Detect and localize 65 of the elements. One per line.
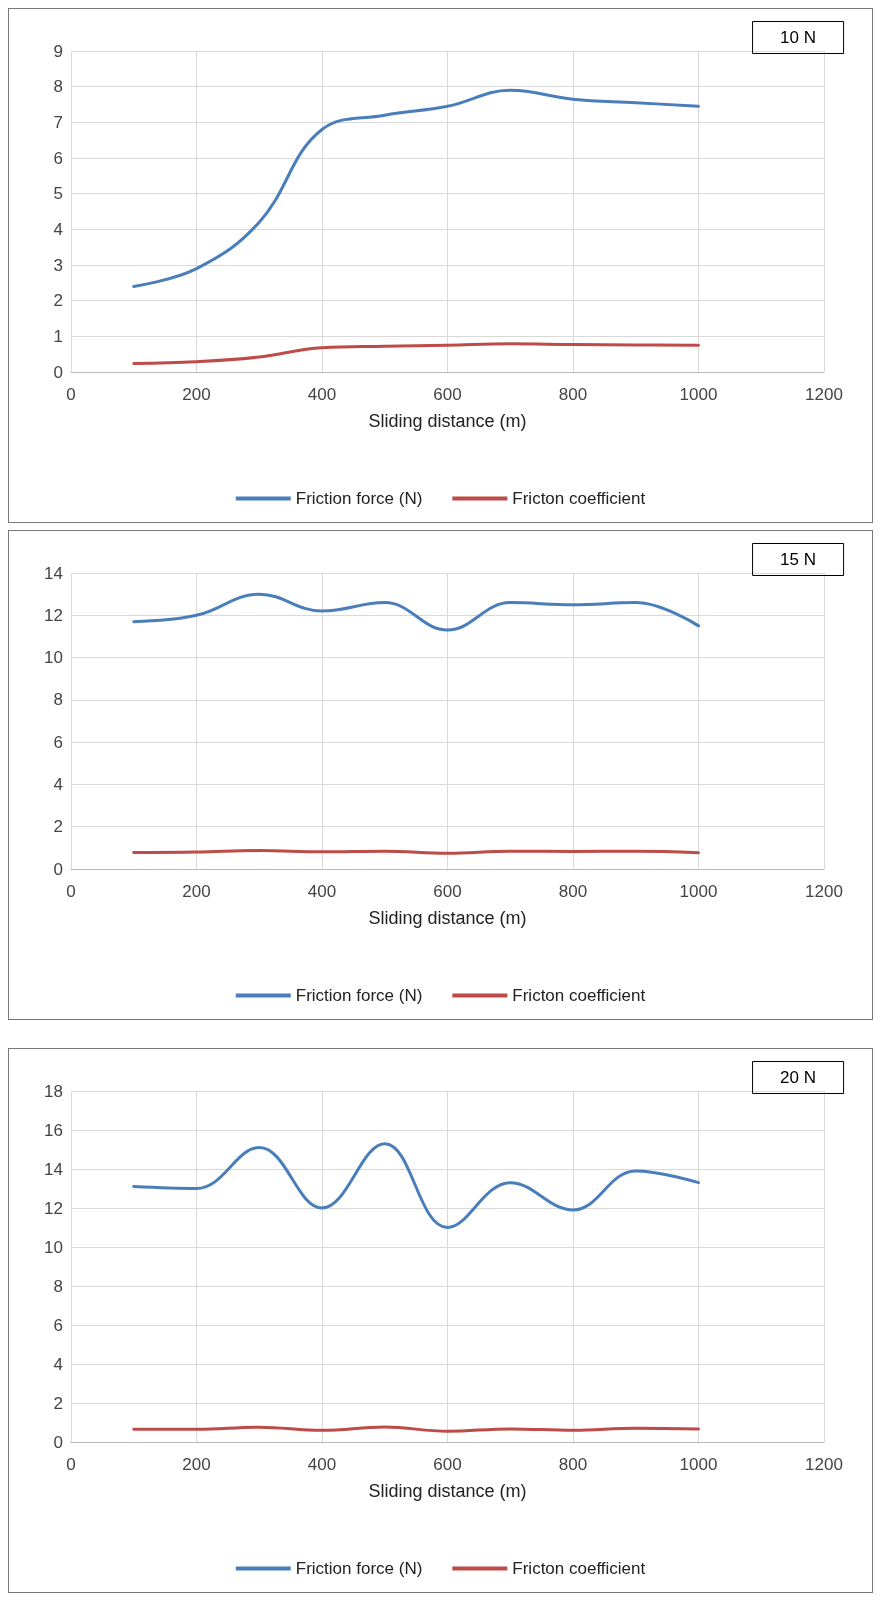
- legend-label: Fricton coefficient: [512, 986, 646, 1005]
- y-tick-label: 7: [53, 112, 63, 132]
- y-tick-label: 4: [53, 219, 63, 239]
- y-tick-label: 14: [44, 563, 63, 583]
- y-tick-label: 0: [53, 859, 63, 879]
- x-tick-label: 400: [307, 882, 337, 901]
- x-tick-label: 0: [66, 1455, 76, 1474]
- y-tick-label: 8: [53, 77, 63, 97]
- legend-label: Fricton coefficient: [512, 489, 646, 508]
- y-tick-label: 2: [53, 817, 63, 837]
- x-tick-label: 800: [558, 1455, 588, 1474]
- y-tick-label: 12: [44, 605, 63, 625]
- x-tick-label: 600: [433, 385, 462, 404]
- line-series: [132, 592, 700, 632]
- x-tick-label: 1000: [679, 385, 718, 404]
- y-tick-label: 6: [53, 148, 63, 168]
- line-series: [132, 88, 700, 288]
- x-tick-label: 0: [66, 385, 76, 404]
- text: 20 N: [780, 1068, 817, 1087]
- y-tick-label: 8: [53, 1276, 63, 1296]
- legend-label: Friction force (N): [295, 489, 423, 508]
- legend-label: Fricton coefficient: [512, 1559, 646, 1578]
- y-tick-label: 4: [53, 774, 63, 794]
- y-tick-label: 0: [53, 362, 63, 382]
- y-tick-label: 16: [44, 1120, 63, 1140]
- y-tick-label: 0: [53, 1432, 63, 1452]
- y-tick-label: 4: [53, 1354, 63, 1374]
- y-tick-label: 8: [53, 690, 63, 710]
- legend-label: Friction force (N): [295, 986, 423, 1005]
- y-tick-label: 12: [44, 1198, 63, 1218]
- y-tick-label: 10: [44, 648, 63, 668]
- x-tick-label: 600: [433, 1455, 462, 1474]
- text: 15 N: [780, 550, 817, 569]
- y-tick-label: 6: [53, 1315, 63, 1335]
- x-axis-title: Sliding distance (m): [368, 411, 527, 431]
- x-tick-label: 1200: [805, 882, 843, 901]
- x-tick-label: 0: [66, 882, 76, 901]
- x-tick-label: 400: [307, 385, 337, 404]
- x-tick-label: 1200: [805, 1455, 843, 1474]
- text: 10 N: [780, 28, 817, 47]
- x-tick-label: 200: [182, 882, 211, 901]
- y-tick-label: 6: [53, 732, 63, 752]
- x-axis-title: Sliding distance (m): [368, 1481, 527, 1501]
- legend-label: Friction force (N): [295, 1559, 423, 1578]
- x-tick-label: 400: [307, 1455, 337, 1474]
- y-tick-label: 18: [44, 1081, 63, 1101]
- y-tick-label: 2: [53, 291, 63, 311]
- x-tick-label: 200: [182, 1455, 211, 1474]
- x-tick-label: 800: [558, 882, 588, 901]
- x-tick-label: 1200: [805, 385, 843, 404]
- y-tick-label: 1: [53, 326, 63, 346]
- x-axis-title: Sliding distance (m): [368, 908, 527, 928]
- x-tick-label: 1000: [679, 882, 718, 901]
- x-tick-label: 200: [182, 385, 211, 404]
- y-tick-label: 14: [44, 1159, 63, 1179]
- line-series: [132, 342, 700, 365]
- x-tick-label: 600: [433, 882, 462, 901]
- line-series: [132, 1142, 700, 1229]
- y-tick-label: 2: [53, 1393, 63, 1413]
- y-tick-label: 9: [53, 41, 63, 61]
- x-tick-label: 1000: [679, 1455, 718, 1474]
- y-tick-label: 10: [44, 1237, 63, 1257]
- y-tick-label: 3: [53, 255, 63, 275]
- x-tick-label: 800: [558, 385, 588, 404]
- y-tick-label: 5: [53, 184, 63, 204]
